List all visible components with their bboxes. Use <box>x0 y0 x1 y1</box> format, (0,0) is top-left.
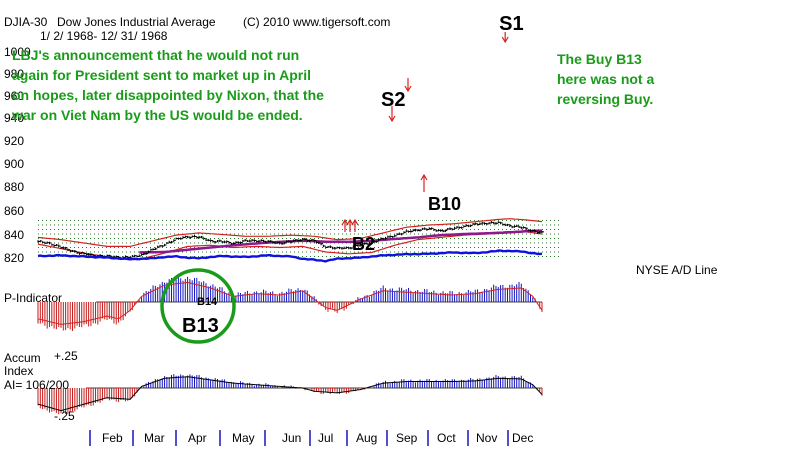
signal-s2-arrow-head <box>388 115 396 123</box>
y-tick-label: 1000 <box>4 45 31 59</box>
p-indicator-ma-line <box>37 281 543 325</box>
price-bars <box>37 220 544 260</box>
x-axis-months: Feb Mar Apr May Jun Jul Aug Sep Oct Nov … <box>102 431 533 445</box>
month-label: Jul <box>318 431 333 445</box>
y-tick-label: 860 <box>4 204 24 218</box>
header-name: Dow Jones Industrial Average <box>57 15 216 29</box>
y-tick-label: 920 <box>4 134 24 148</box>
month-label: Nov <box>476 431 497 445</box>
y-tick-label: 820 <box>4 251 24 265</box>
annotation-line: again for President sent to market up in… <box>12 67 311 83</box>
month-label: Dec <box>512 431 533 445</box>
y-tick-label: 980 <box>4 67 24 81</box>
signal-b2-arrow-1-head <box>346 218 354 226</box>
signal-b10-arrow-head <box>420 173 428 181</box>
y-tick-label: 840 <box>4 228 24 242</box>
accum-ma-line <box>37 376 543 412</box>
annotation-line: The Buy B13 <box>557 51 642 67</box>
signals-group: S1 S2 B10 B2 B14 B13 <box>160 13 524 344</box>
accum-label-2: Index <box>4 364 33 378</box>
ad-line-group <box>37 249 543 263</box>
signal-s1-label: S1 <box>499 13 523 35</box>
moving-average-line <box>139 229 543 254</box>
lbj-annotation: LBJ's announcement that he would not run… <box>11 47 324 123</box>
month-label: Mar <box>144 431 165 445</box>
header-date-range: 1/ 2/ 1968- 12/ 31/ 1968 <box>40 29 168 43</box>
signal-b2-label: B2 <box>352 234 375 254</box>
ad-line-label: NYSE A/D Line <box>636 263 718 277</box>
y-tick-label: 960 <box>4 89 24 103</box>
signal-b2-arrow-2-head <box>351 218 359 226</box>
annotation-line: war on Viet Nam by the US would be ended… <box>11 107 303 123</box>
grid <box>38 220 560 446</box>
signal-b13-label: B13 <box>182 315 219 337</box>
b13-highlight-circle <box>160 268 236 344</box>
y-tick-label: 880 <box>4 180 24 194</box>
header-copyright: (C) 2010 www.tigersoft.com <box>243 15 390 29</box>
upper-band-line <box>37 218 543 247</box>
y-axis-ticks: 1000 980 960 940 920 900 880 860 840 820 <box>4 45 31 265</box>
accum-label-1: Accum <box>4 351 41 365</box>
b13-annotation: The Buy B13 here was not a reversing Buy… <box>557 51 654 107</box>
accum-label-3: AI= 106/200 <box>4 378 69 392</box>
annotation-line: LBJ's announcement that he would not run <box>12 47 299 63</box>
accum-tick-low: -.25 <box>54 409 75 423</box>
accum-tick-high: +.25 <box>54 349 78 363</box>
signal-s2-label: S2 <box>381 89 405 111</box>
signal-b10-label: B10 <box>428 194 461 214</box>
p-indicator-label: P-Indicator <box>4 291 62 305</box>
signal-s1-arrow-head <box>501 36 509 44</box>
month-label: Feb <box>102 431 123 445</box>
y-tick-label: 900 <box>4 157 24 171</box>
p-indicator-group <box>37 276 543 331</box>
annotation-line: reversing Buy. <box>557 91 653 107</box>
accum-index-group <box>37 374 543 415</box>
month-label: Oct <box>437 431 456 445</box>
signal-s2-arrow-2-head <box>404 85 412 93</box>
ad-line <box>37 249 543 263</box>
header-symbol: DJIA-30 <box>4 15 48 29</box>
signal-b2-arrow-0-head <box>341 218 349 226</box>
month-label: Apr <box>188 431 207 445</box>
month-label: May <box>232 431 255 445</box>
month-label: Aug <box>356 431 377 445</box>
signal-b14-label: B14 <box>197 296 218 308</box>
y-tick-label: 940 <box>4 111 24 125</box>
annotation-line: on hopes, later disappointed by Nixon, t… <box>12 87 324 103</box>
month-label: Sep <box>396 431 418 445</box>
annotation-line: here was not a <box>557 71 654 87</box>
month-label: Jun <box>282 431 301 445</box>
